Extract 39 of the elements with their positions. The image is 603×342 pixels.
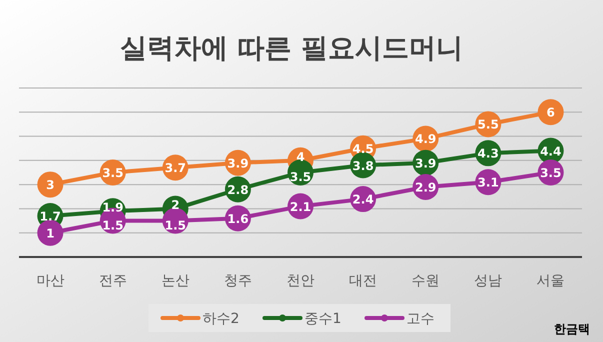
data-label: 2.8 <box>227 182 249 197</box>
data-label: 3.9 <box>414 156 436 170</box>
data-label: 5.5 <box>478 118 499 132</box>
data-label: 1.5 <box>164 218 186 232</box>
x-tick-label: 수원 <box>412 273 440 289</box>
data-label: 3 <box>46 178 54 192</box>
data-label: 2.1 <box>290 200 312 214</box>
legend-label: 하수2 <box>202 311 240 327</box>
x-tick-label: 논산 <box>161 273 190 289</box>
data-label: 2.4 <box>352 192 374 207</box>
data-label: 3.1 <box>478 176 499 190</box>
x-tick-label: 천안 <box>286 273 314 289</box>
data-label: 1.5 <box>102 218 124 232</box>
data-label: 3.5 <box>102 166 124 180</box>
data-label: 4.5 <box>352 142 374 156</box>
legend-label: 고수 <box>406 311 434 327</box>
x-tick-label: 대전 <box>349 273 378 289</box>
data-label: 4.9 <box>414 132 436 146</box>
legend-label: 중수1 <box>304 311 342 327</box>
point <box>37 172 64 198</box>
data-label: 3.5 <box>540 166 562 180</box>
data-label: 3.7 <box>164 161 186 176</box>
data-label: 2.9 <box>414 180 436 194</box>
data-label: 4.4 <box>540 144 562 158</box>
data-label: 3.9 <box>227 156 249 170</box>
data-label: 4.3 <box>478 146 499 161</box>
x-tick-label: 전주 <box>98 273 127 289</box>
data-label: 3.5 <box>290 170 312 184</box>
data-label: 1 <box>46 226 54 240</box>
x-tick-label: 성남 <box>474 273 502 289</box>
x-tick-label: 마산 <box>36 273 64 289</box>
chart-title: 실력차에 따른 필요시드머니 <box>120 33 463 64</box>
data-label: 3.8 <box>352 158 374 173</box>
data-label: 1.6 <box>227 212 249 226</box>
text: 한금택 <box>554 322 590 336</box>
x-tick-label: 청주 <box>224 273 252 289</box>
data-label: 1.7 <box>40 209 61 224</box>
x-tick-label: 서울 <box>536 273 565 289</box>
data-label: 6 <box>546 106 555 120</box>
